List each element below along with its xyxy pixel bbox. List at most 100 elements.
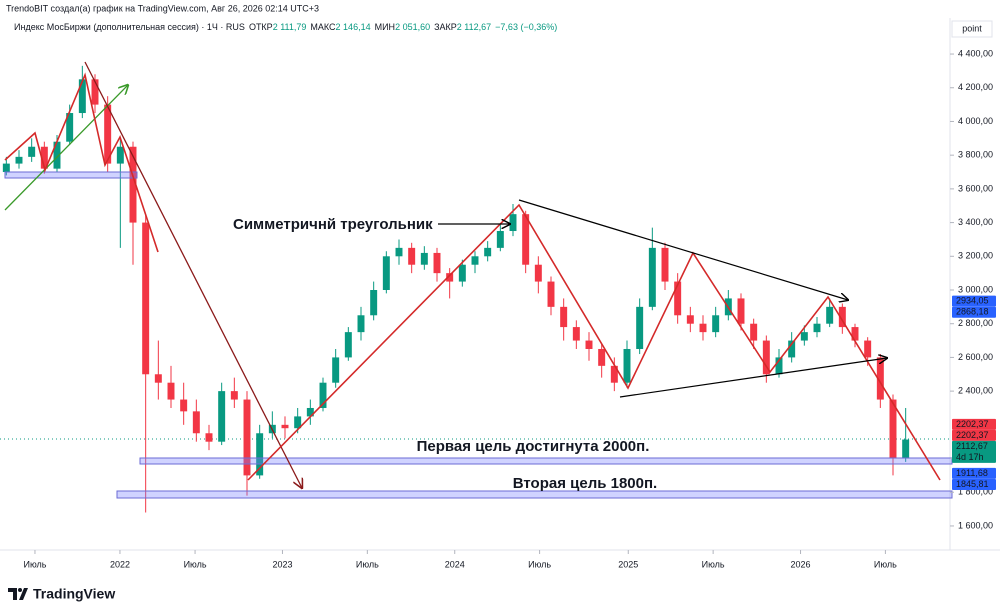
y-tick-label: 3 000,00 <box>958 284 993 294</box>
price-tag <box>952 306 996 318</box>
candle-body <box>864 340 872 358</box>
unit-box <box>951 20 993 38</box>
annotation: Симметричнй треугольник <box>233 216 433 233</box>
candle-body <box>560 306 568 328</box>
legend-text: 2 111,79 <box>273 22 307 32</box>
candle-body <box>484 247 492 257</box>
candle-body <box>572 327 580 341</box>
candle-body <box>28 146 36 157</box>
x-tick-label: 2026 <box>791 559 811 569</box>
candle-body <box>230 391 238 400</box>
candle-body <box>2 163 10 173</box>
legend-text: 2 112,67 <box>457 22 491 32</box>
y-tick-label: 3 800,00 <box>958 150 993 160</box>
candle-body <box>851 327 859 341</box>
header-title: TrendoBIT создал(а) график на TradingVie… <box>6 3 319 13</box>
price-tag-label: 1845,81 <box>956 479 989 489</box>
candle-body <box>40 146 48 169</box>
y-tick-label: 3 200,00 <box>958 251 993 261</box>
candle-body <box>382 256 390 290</box>
candle-body <box>762 340 770 375</box>
y-tick-label: 4 400,00 <box>958 48 993 58</box>
x-tick-label: 2023 <box>272 559 292 569</box>
candle-body <box>775 357 783 375</box>
candle-body <box>319 382 327 408</box>
candles <box>2 65 910 513</box>
legend: Индекс МосБиржи (дополнительная сессия) … <box>14 22 557 32</box>
candle-body <box>838 306 846 328</box>
zone <box>116 490 953 499</box>
candle-body <box>192 411 200 434</box>
price-tag-label: 2202,37 <box>956 430 989 440</box>
price-tag-label: 2934,05 <box>956 295 989 305</box>
price-tag <box>952 467 996 479</box>
candle-body <box>674 281 682 316</box>
candle-body <box>534 264 542 282</box>
price-tag <box>952 418 996 430</box>
legend-text: ЗАКР <box>434 22 457 32</box>
y-tick-label: 2 400,00 <box>958 385 993 395</box>
candle-body <box>750 323 758 341</box>
candle-body <box>458 264 466 282</box>
candle-body <box>496 231 504 248</box>
drawings <box>4 61 953 499</box>
candle-body <box>78 79 86 114</box>
y-tick-label: 3 400,00 <box>958 217 993 227</box>
candle-body <box>142 222 150 375</box>
candle-body <box>636 306 644 349</box>
x-tick-label: 2025 <box>618 559 638 569</box>
candle-body <box>53 141 61 169</box>
candle-body <box>813 323 821 333</box>
candle-body <box>408 247 416 265</box>
candle-body <box>116 146 124 164</box>
candle-body <box>661 247 669 282</box>
candle-body <box>104 104 112 164</box>
triangle-line <box>518 199 848 300</box>
x-tick-label: Июль <box>702 559 725 569</box>
candle-body <box>598 348 606 366</box>
candle-body <box>902 439 910 459</box>
x-tick-label: Июль <box>874 559 897 569</box>
x-tick-label: Июль <box>23 559 46 569</box>
candle-body <box>686 315 694 324</box>
legend-text: МИН <box>375 22 395 32</box>
candle-body <box>826 306 834 324</box>
zone <box>139 457 953 465</box>
legend-text: 2 051,60 <box>395 22 430 32</box>
price-tag <box>952 429 996 441</box>
candle-body <box>167 382 175 400</box>
price-tag-label: 2112,67 <box>956 441 988 451</box>
candle-body <box>712 315 720 333</box>
price-tag <box>952 295 996 307</box>
x-tick-label: 2024 <box>445 559 465 569</box>
annotation: Первая цель достигнута 2000п. <box>417 438 650 455</box>
y-tick-label: 4 200,00 <box>958 82 993 92</box>
candle-body <box>91 79 99 105</box>
candle-body <box>420 252 428 265</box>
candle-body <box>294 416 302 429</box>
x-tick-label: Июль <box>184 559 207 569</box>
candle-body <box>129 146 137 223</box>
candle-body <box>876 357 884 400</box>
candle-body <box>218 391 226 442</box>
candle-body <box>522 214 530 265</box>
candle-body <box>154 374 162 383</box>
candle-body <box>281 424 289 429</box>
price-tag <box>952 440 996 463</box>
candle-body <box>395 247 403 257</box>
legend-text: −7,63 (−0,36%) <box>495 22 557 32</box>
trend-line <box>84 61 302 488</box>
y-tick-label: 1 600,00 <box>958 520 993 530</box>
brand: TradingView <box>33 586 115 602</box>
y-tick-label: 2 800,00 <box>958 318 993 328</box>
y-tick-label: 2 600,00 <box>958 352 993 362</box>
candle-body <box>648 247 656 307</box>
candle-body <box>180 399 188 412</box>
candle-body <box>205 433 213 442</box>
brand-logo <box>8 588 28 600</box>
candle-body <box>788 340 796 358</box>
price-tag <box>952 479 996 491</box>
candle-body <box>471 256 479 265</box>
candle-body <box>585 340 593 349</box>
